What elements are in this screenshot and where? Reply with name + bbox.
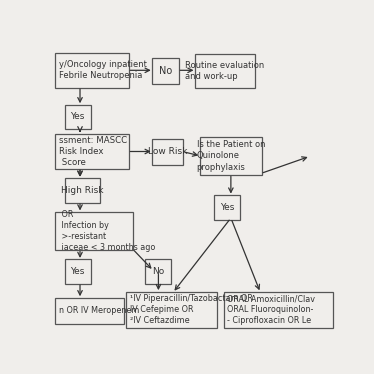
FancyBboxPatch shape bbox=[55, 52, 129, 88]
FancyBboxPatch shape bbox=[145, 259, 172, 284]
Text: y/Oncology inpatient
Febrile Neutropenia: y/Oncology inpatient Febrile Neutropenia bbox=[59, 60, 147, 80]
Text: ¹IV Piperacillin/Tazobactam OR
IV Cefepime OR
²IV Ceftazdime: ¹IV Piperacillin/Tazobactam OR IV Cefepi… bbox=[130, 294, 253, 325]
FancyBboxPatch shape bbox=[65, 259, 91, 284]
Text: ORAL Amoxicillin/Clav
ORAL Fluoroquinolon-
- Ciprofloxacin OR Le: ORAL Amoxicillin/Clav ORAL Fluoroquinolo… bbox=[227, 294, 315, 325]
FancyBboxPatch shape bbox=[200, 137, 262, 175]
Text: High Risk: High Risk bbox=[61, 186, 104, 195]
FancyBboxPatch shape bbox=[65, 178, 100, 203]
FancyBboxPatch shape bbox=[55, 134, 129, 169]
Text: ssment: MASCC
Risk Index
 Score: ssment: MASCC Risk Index Score bbox=[59, 136, 127, 167]
FancyBboxPatch shape bbox=[224, 291, 333, 328]
Text: OR
 Infection by
 >-resistant
 iaceae < 3 months ago: OR Infection by >-resistant iaceae < 3 m… bbox=[59, 210, 155, 252]
FancyBboxPatch shape bbox=[153, 58, 179, 84]
Text: Yes: Yes bbox=[70, 267, 85, 276]
FancyBboxPatch shape bbox=[65, 105, 91, 129]
FancyBboxPatch shape bbox=[153, 139, 183, 165]
Text: n OR IV Meropenem: n OR IV Meropenem bbox=[59, 306, 139, 315]
FancyBboxPatch shape bbox=[55, 212, 134, 250]
Text: Yes: Yes bbox=[220, 203, 234, 212]
FancyBboxPatch shape bbox=[55, 298, 124, 324]
Text: Routine evaluation
and work-up: Routine evaluation and work-up bbox=[185, 61, 264, 81]
Text: Yes: Yes bbox=[70, 112, 85, 122]
Text: No: No bbox=[152, 267, 165, 276]
FancyBboxPatch shape bbox=[214, 195, 240, 220]
Text: Low Risk: Low Risk bbox=[148, 147, 188, 156]
FancyBboxPatch shape bbox=[126, 291, 217, 328]
Text: No: No bbox=[159, 66, 172, 76]
Text: Is the Patient on
Quinolone
prophylaxis: Is the Patient on Quinolone prophylaxis bbox=[197, 140, 265, 172]
FancyBboxPatch shape bbox=[195, 54, 255, 88]
